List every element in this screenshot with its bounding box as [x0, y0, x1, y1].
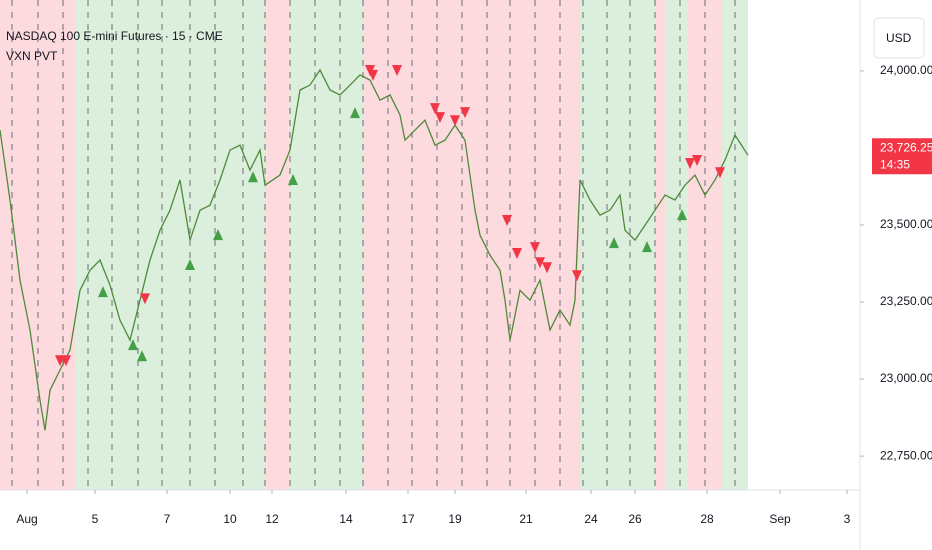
sell-signal	[535, 257, 545, 269]
x-tick-label: 17	[401, 512, 415, 526]
signal-region	[265, 0, 290, 490]
sell-signal	[61, 355, 71, 367]
x-tick-label: 10	[223, 512, 237, 526]
sell-signal	[460, 107, 470, 119]
signal-region	[75, 0, 265, 490]
x-tick-label: 24	[584, 512, 598, 526]
currency-box[interactable]	[873, 17, 925, 59]
x-tick-label: 26	[628, 512, 642, 526]
buy-signal	[288, 173, 298, 185]
sell-signal	[512, 248, 522, 260]
bar-countdown: 14:35	[880, 157, 910, 171]
sell-signal	[692, 154, 702, 166]
x-tick-label: 21	[519, 512, 533, 526]
indicator-name: VXN PVT	[6, 49, 58, 63]
y-tick-label: 23,500.00	[880, 217, 932, 231]
sell-signal	[450, 115, 460, 127]
buy-signal	[213, 229, 223, 241]
buy-signal	[98, 286, 108, 298]
background-layer	[0, 0, 748, 490]
buy-signal	[609, 237, 619, 249]
sell-signal	[392, 64, 402, 76]
y-tick-label: 23,250.00	[880, 294, 932, 308]
sell-signal	[368, 69, 378, 81]
sell-signal	[502, 215, 512, 227]
sell-signal	[685, 158, 695, 170]
last-price-box	[872, 138, 932, 175]
x-tick-label: 5	[92, 512, 99, 526]
x-tick-label: 19	[448, 512, 462, 526]
sell-signal	[435, 112, 445, 124]
x-tick-label: Aug	[16, 512, 37, 526]
buy-signal	[137, 350, 147, 362]
sell-signal	[430, 103, 440, 115]
buy-signal	[677, 209, 687, 221]
sell-signal	[542, 262, 552, 274]
x-tick-label: 14	[339, 512, 353, 526]
x-tick-label: Sep	[769, 512, 791, 526]
signal-region	[363, 0, 580, 490]
currency[interactable]: USD	[886, 31, 912, 45]
sell-signal	[715, 167, 725, 179]
y-tick-label: 24,000.00	[880, 63, 932, 77]
chart-title: NASDAQ 100 E-mini Futures · 15 · CME	[6, 29, 223, 43]
signal-region	[665, 0, 688, 490]
buy-signal	[185, 259, 195, 271]
signal-region	[655, 0, 665, 490]
buy-signal	[642, 241, 652, 253]
y-tick-label: 23,000.00	[880, 371, 932, 385]
x-tick-label: 28	[700, 512, 714, 526]
buy-signal	[350, 107, 360, 119]
last-price-label: 23,726.25	[880, 140, 932, 154]
buy-signal	[128, 339, 138, 351]
sell-signal	[530, 242, 540, 254]
x-tick-label: 3	[844, 512, 851, 526]
price-line	[0, 68, 749, 431]
axes-layer: 22,750.00 23,000.00 23,250.00 23,500.00 24,0…	[16, 63, 932, 526]
buy-signal	[248, 171, 258, 183]
x-tick-label: 12	[265, 512, 279, 526]
sell-signal	[140, 293, 150, 305]
x-tick-label: 7	[164, 512, 171, 526]
signal-region	[290, 0, 363, 490]
sell-signal	[572, 270, 582, 282]
y-tick-label: 22,750.00	[880, 448, 932, 462]
plot-layer	[0, 64, 749, 431]
